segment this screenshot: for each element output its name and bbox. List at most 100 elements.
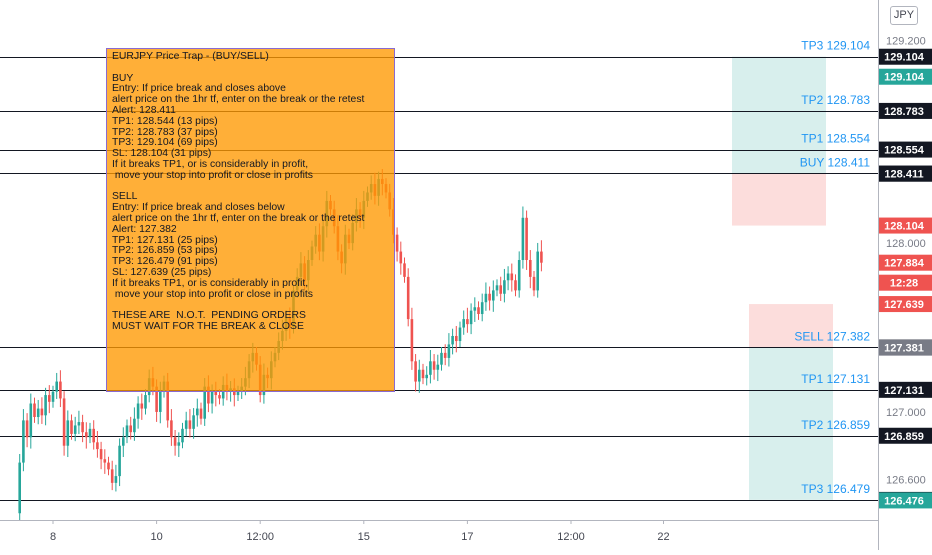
y-tick-label: 128.000 — [886, 238, 926, 250]
note-line: SELL — [112, 191, 138, 203]
zone-label: BUY 128.411 — [800, 156, 871, 170]
candle-body — [210, 391, 214, 404]
candle-body — [480, 302, 484, 315]
candle-body — [144, 395, 147, 409]
price-tag — [879, 217, 932, 234]
currency-button[interactable]: JPY — [890, 6, 918, 25]
candle-body — [495, 285, 499, 291]
note-line: EURJPY Price Trap - (BUY/SELL) — [112, 51, 269, 62]
note-line: THESE ARE N.O.T. PENDING ORDERS — [112, 310, 306, 322]
note-line: BUY — [112, 72, 134, 84]
candle-body — [517, 260, 521, 291]
note-line: SL: 128.104 (31 pips) — [112, 148, 212, 160]
x-tick-label: 15 — [358, 531, 370, 543]
candle-body — [55, 381, 58, 392]
candle-body — [466, 319, 469, 325]
candle-body — [532, 276, 536, 291]
note-line: TP2: 126.859 (53 pips) — [112, 245, 218, 257]
candle-body — [440, 352, 443, 365]
note-line: If it breaks TP1, or is considerably in … — [112, 277, 309, 289]
candle-body — [40, 408, 44, 416]
price-tag — [879, 102, 932, 119]
candle-body — [44, 395, 47, 416]
candle-body — [159, 391, 162, 412]
y-tick-label: 127.000 — [886, 407, 926, 419]
note-line: TP1: 127.131 (25 pips) — [112, 234, 218, 246]
candle-body — [455, 335, 458, 342]
candle-body — [103, 459, 107, 463]
candle-body — [514, 280, 517, 291]
price-tag — [879, 141, 932, 158]
candle-body — [92, 428, 95, 443]
candle-body — [62, 398, 66, 446]
note-line: move your stop into profit or close in p… — [112, 169, 313, 181]
candle-body — [236, 391, 240, 396]
candle-body — [410, 319, 414, 362]
price-tag — [879, 427, 932, 444]
price-tag — [879, 274, 932, 291]
candle-body — [540, 251, 543, 263]
candle-body — [436, 364, 440, 370]
note-line: Entry: If price break and closes above — [112, 83, 286, 95]
candle-body — [129, 425, 132, 433]
candle-body — [18, 462, 21, 514]
candle-body — [22, 420, 25, 463]
price-tag — [879, 48, 932, 65]
price-tag — [879, 254, 932, 271]
candle-body — [425, 374, 428, 379]
candle-body — [166, 381, 169, 421]
note-line: SL: 127.639 (25 pips) — [112, 266, 212, 278]
note-line: Alert: 128.411 — [112, 104, 176, 116]
candle-body — [81, 422, 84, 433]
zone-label: SELL 127.382 — [794, 329, 870, 343]
trade-plan-note[interactable]: EURJPY Price Trap - (BUY/SELL) BUY Entry: … — [106, 48, 395, 392]
candle-body — [99, 449, 103, 460]
sell-stop-zone — [749, 304, 833, 348]
price-tag-label: 12:28 — [890, 278, 918, 290]
candle-body — [136, 403, 140, 419]
candle-body — [36, 408, 40, 418]
candle-body — [403, 263, 406, 277]
candle-body — [418, 369, 421, 382]
candle-body — [181, 428, 184, 443]
candle-body — [107, 462, 110, 470]
candle-body — [432, 361, 436, 370]
price-tag-label: 129.104 — [884, 52, 925, 64]
x-tick-label: 22 — [657, 531, 669, 543]
x-tick-label: 12:00 — [246, 531, 274, 543]
note-line: Entry: If price break and closes below — [112, 202, 285, 214]
note-line: TP2: 128.783 (37 pips) — [112, 126, 218, 138]
price-tag — [879, 381, 932, 398]
candle-body — [214, 391, 218, 396]
buy-target-zone — [732, 56, 826, 174]
note-line: alert price on the 1hr tf, enter on the … — [112, 212, 365, 224]
candle-body — [503, 280, 506, 294]
price-tag — [879, 339, 932, 356]
price-tag-label: 128.104 — [884, 221, 925, 233]
candle-body — [484, 293, 488, 303]
price-tag-label: 127.639 — [884, 299, 924, 311]
zone-label: TP2 128.783 — [801, 93, 870, 107]
candle-body — [492, 290, 495, 301]
buy-stop-zone — [732, 173, 826, 226]
candle-body — [510, 273, 514, 281]
note-line: Alert: 127.382 — [112, 223, 177, 235]
candle-body — [447, 344, 451, 358]
candle-body — [218, 395, 221, 399]
zone-label: TP3 129.104 — [801, 39, 870, 53]
price-tag — [879, 165, 932, 182]
candle-body — [70, 420, 73, 434]
note-line: move your stop into profit or close in p… — [112, 288, 313, 300]
candle-body — [414, 361, 417, 382]
x-tick-label: 10 — [150, 531, 162, 543]
candle-body — [96, 442, 99, 450]
candle-body — [192, 415, 195, 429]
candle-body — [88, 428, 92, 438]
x-tick-label: 12:00 — [557, 531, 585, 543]
candle-body — [59, 381, 62, 399]
candle-body — [177, 442, 181, 446]
price-tag-label: 129.104 — [884, 72, 925, 84]
candle-body — [395, 234, 399, 252]
candle-body — [477, 307, 480, 315]
